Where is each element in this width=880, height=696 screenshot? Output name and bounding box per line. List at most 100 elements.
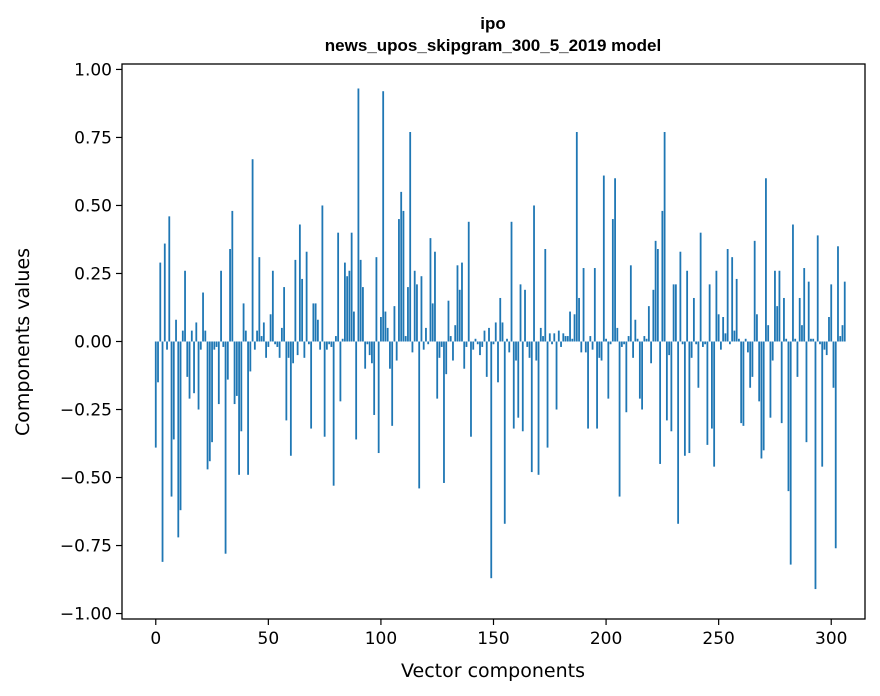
bar-89 (355, 341, 358, 440)
bar-236 (686, 270, 689, 342)
bar-238 (690, 341, 693, 358)
bar-128 (443, 341, 445, 483)
bar-82 (339, 341, 342, 402)
bar-208 (623, 341, 625, 345)
bar-23 (206, 341, 209, 470)
bar-71 (314, 303, 317, 342)
bar-188 (578, 297, 580, 342)
bar-118 (420, 276, 423, 342)
bar-212 (632, 341, 634, 358)
bar-245 (706, 341, 709, 445)
bar-244 (704, 341, 707, 345)
bar-280 (785, 338, 788, 342)
bar-260 (740, 341, 743, 424)
bar-37 (238, 341, 240, 475)
y-axis-label: Components values (12, 248, 34, 436)
bar-16 (190, 330, 193, 342)
bar-254 (726, 249, 729, 342)
bar-66 (303, 341, 306, 358)
bar-42 (249, 341, 252, 372)
bar-21 (202, 292, 204, 342)
bar-24 (208, 341, 211, 462)
bar-84 (344, 262, 346, 342)
bar-230 (672, 284, 675, 342)
bar-225 (661, 210, 664, 342)
x-axis-label: Vector components (401, 660, 585, 682)
bar-55 (278, 341, 281, 358)
bar-269 (760, 341, 763, 459)
bar-35 (233, 341, 236, 405)
bar-151 (494, 322, 497, 342)
bar-205 (616, 327, 619, 342)
bar-130 (447, 300, 450, 342)
bar-228 (668, 341, 671, 356)
bar-222 (654, 240, 657, 342)
bar-284 (794, 338, 797, 342)
bar-283 (792, 224, 794, 342)
bar-163 (521, 341, 524, 432)
bar-50 (267, 341, 270, 347)
bar-14 (186, 341, 189, 377)
bar-296 (821, 341, 824, 467)
bar-219 (647, 306, 650, 342)
y-tick-label: 0.25 (74, 264, 112, 284)
bar-159 (512, 341, 515, 429)
bar-303 (837, 246, 839, 342)
bar-149 (490, 341, 493, 579)
bar-59 (287, 341, 290, 358)
bar-9 (175, 319, 177, 342)
bar-157 (508, 341, 511, 353)
bar-29 (220, 270, 222, 342)
bar-96 (371, 341, 373, 364)
bar-2 (159, 262, 162, 342)
bar-281 (787, 341, 790, 492)
bar-74 (321, 205, 324, 342)
bar-52 (271, 270, 274, 342)
bar-58 (285, 341, 288, 421)
bar-132 (452, 341, 454, 361)
bar-298 (825, 341, 828, 356)
bar-179 (557, 330, 560, 342)
bar-237 (688, 341, 691, 454)
bar-267 (756, 314, 758, 342)
bar-231 (674, 284, 677, 342)
bar-174 (546, 341, 549, 448)
bar-304 (839, 336, 842, 342)
bar-262 (744, 338, 747, 342)
bar-250 (717, 314, 720, 342)
bar-226 (663, 132, 666, 342)
bar-68 (307, 341, 310, 345)
bar-6 (168, 216, 171, 342)
bar-146 (483, 330, 486, 342)
bar-38 (240, 341, 243, 432)
bar-272 (767, 325, 770, 342)
bar-104 (389, 341, 391, 369)
bar-184 (569, 311, 571, 342)
bar-193 (589, 336, 592, 342)
bar-48 (262, 322, 265, 342)
bar-292 (812, 338, 815, 342)
bar-270 (762, 341, 765, 451)
bar-95 (368, 341, 371, 356)
bar-297 (823, 341, 826, 350)
bar-276 (776, 306, 779, 342)
bar-103 (386, 327, 389, 342)
bar-93 (364, 341, 367, 369)
bar-169 (535, 341, 538, 361)
bar-67 (305, 251, 308, 342)
bar-13 (184, 270, 186, 342)
bar-160 (515, 341, 517, 361)
bar-229 (670, 341, 673, 432)
bar-239 (692, 297, 695, 342)
bar-164 (524, 289, 526, 342)
bar-22 (204, 330, 207, 342)
bar-256 (731, 257, 734, 342)
bar-183 (566, 336, 569, 342)
bar-44 (253, 341, 256, 350)
bar-158 (510, 221, 513, 342)
bar-186 (573, 314, 576, 342)
bar-54 (276, 341, 279, 347)
bar-72 (316, 319, 319, 342)
bar-127 (440, 341, 443, 347)
bar-162 (519, 284, 522, 342)
